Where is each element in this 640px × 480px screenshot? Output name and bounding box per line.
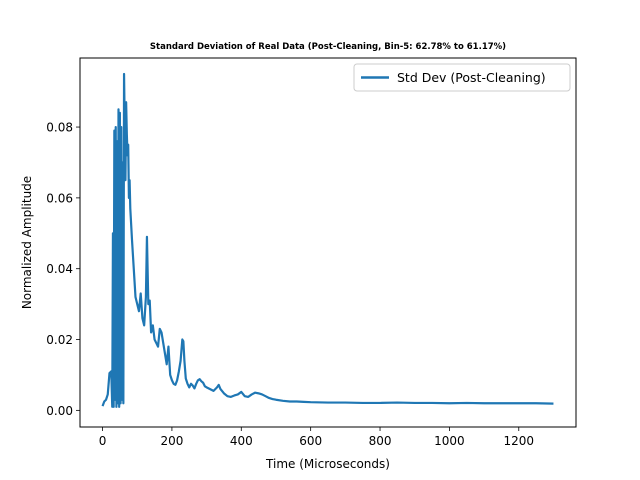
x-tick-label: 1200 bbox=[503, 434, 534, 448]
y-axis-label: Normalized Amplitude bbox=[20, 176, 34, 309]
x-tick-label: 200 bbox=[160, 434, 183, 448]
x-tick-label: 400 bbox=[230, 434, 253, 448]
y-tick-label: 0.02 bbox=[46, 333, 73, 347]
plot-frame bbox=[79, 57, 577, 428]
legend-label: Std Dev (Post-Cleaning) bbox=[397, 70, 546, 85]
y-axis: 0.00 0.02 0.04 0.06 0.08 bbox=[46, 121, 80, 418]
y-tick-label: 0.06 bbox=[46, 191, 73, 205]
x-axis-label: Time (Microseconds) bbox=[265, 457, 390, 471]
y-tick-label: 0.00 bbox=[46, 404, 73, 418]
x-tick-label: 0 bbox=[99, 434, 107, 448]
y-tick-label: 0.08 bbox=[46, 121, 73, 135]
x-tick-label: 1000 bbox=[434, 434, 465, 448]
series-line-0 bbox=[101, 72, 554, 408]
chart-title: Standard Deviation of Real Data (Post-Cl… bbox=[150, 42, 506, 52]
legend-frame bbox=[353, 63, 571, 92]
series-layer bbox=[101, 72, 554, 408]
plot-area bbox=[79, 57, 577, 428]
x-tick-label: 600 bbox=[299, 434, 322, 448]
y-tick-label: 0.04 bbox=[46, 262, 73, 276]
x-tick-label: 800 bbox=[369, 434, 392, 448]
legend: Std Dev (Post-Cleaning) bbox=[353, 63, 571, 92]
plot-background bbox=[80, 58, 576, 427]
x-axis: 0 200 400 600 800 1000 1200 bbox=[99, 427, 534, 448]
